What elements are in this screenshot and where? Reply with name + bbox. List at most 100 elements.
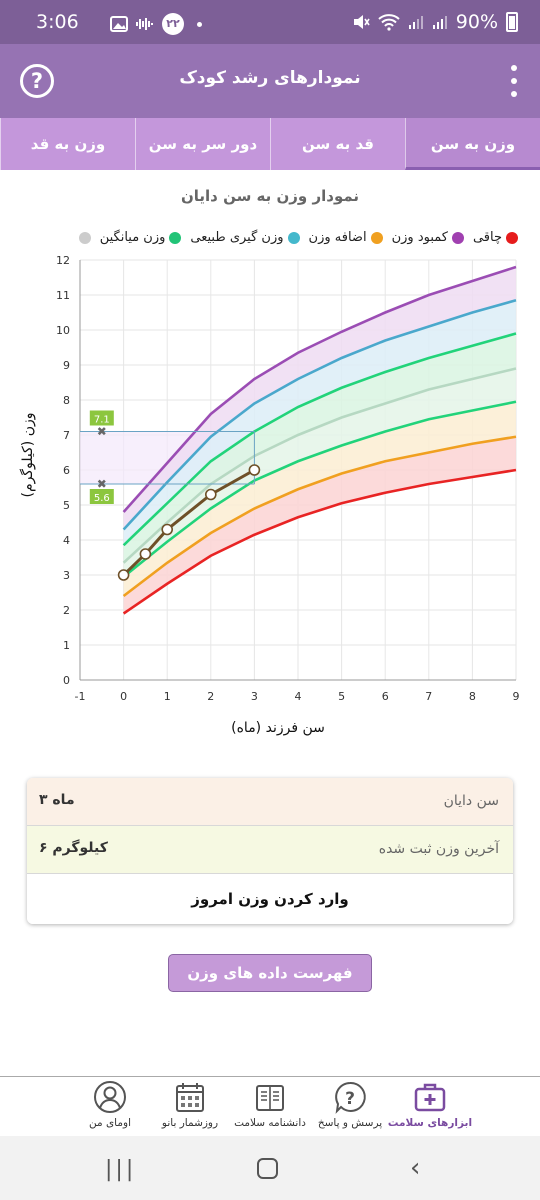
x-tick-label: 8	[469, 690, 476, 703]
gallery-icon	[110, 16, 128, 32]
x-tick-label: 2	[207, 690, 214, 703]
range-label-box	[89, 410, 114, 426]
y-tick-label: 5	[63, 499, 70, 512]
nav-item-health-tools[interactable]: ابزارهای سلامت	[388, 1077, 472, 1137]
y-tick-label: 4	[63, 534, 70, 547]
child-weight-point	[248, 464, 261, 476]
info-card: سن دایان ۳ ماه آخرین وزن ثبت شده ۶ کیلوگ…	[27, 778, 513, 924]
legend-dot	[169, 231, 182, 244]
legend-label: وزن گیری طبیعی	[190, 230, 284, 245]
x-tick-label: 0	[120, 690, 127, 703]
back-button[interactable]: ‹	[410, 1153, 421, 1183]
svg-text:?: ?	[345, 1089, 355, 1109]
chart-tabs: وزن به سن قد به سن دور سر به سن وزن به ق…	[0, 118, 540, 170]
tab-weight-for-height[interactable]: وزن به قد	[0, 118, 135, 170]
system-icons: 90%	[352, 11, 518, 33]
clock: 3:06	[36, 11, 79, 33]
percentile-band	[123, 368, 516, 577]
nav-label: دانشنامه سلامت	[234, 1117, 306, 1129]
legend-label: کمبود وزن	[391, 230, 448, 245]
calendar-icon	[176, 1083, 204, 1112]
child-weight-point	[161, 523, 173, 536]
nav-item-qa[interactable]: ? پرسش و پاسخ	[310, 1077, 390, 1137]
battery-percent: 90%	[455, 11, 498, 33]
profile-icon	[94, 1081, 126, 1113]
range-marker-x: ✖	[97, 477, 107, 491]
percentile-line	[122, 332, 517, 547]
signal-icon	[408, 16, 423, 29]
nav-item-calendar[interactable]: روزشمار بانو	[150, 1077, 230, 1137]
percentile-band	[123, 333, 516, 563]
legend-item-overweight: اضافه وزن	[309, 230, 383, 245]
tab-weight-for-age[interactable]: وزن به سن	[405, 118, 540, 170]
dot-icon	[197, 21, 202, 27]
legend-dot	[506, 231, 518, 244]
status-bar: 3:06 ٢٢ 90%	[0, 0, 540, 44]
tab-head-for-age[interactable]: دور سر به سن	[135, 118, 270, 170]
percentile-band	[123, 436, 516, 614]
home-button[interactable]	[257, 1158, 278, 1179]
y-tick-label: 3	[63, 569, 70, 582]
x-tick-label: 1	[164, 690, 171, 703]
percentile-band	[123, 401, 516, 596]
wifi-icon	[378, 14, 400, 31]
age-row: سن دایان ۳ ماه	[27, 778, 513, 826]
app-bar: ? نمودارهای رشد کودک	[0, 44, 540, 118]
percentile-line	[122, 367, 517, 564]
legend-dot	[287, 231, 300, 244]
notification-icons: ٢٢	[110, 13, 202, 35]
y-tick-label: 0	[63, 674, 70, 687]
page-title: نمودارهای رشد کودک	[179, 68, 361, 88]
age-label: سن دایان	[443, 793, 499, 809]
nav-item-profile[interactable]: اومای من	[70, 1077, 150, 1137]
range-marker-x: ✖	[97, 425, 107, 439]
percentile-band	[123, 267, 516, 530]
legend-dot	[78, 231, 91, 244]
age-value: ۳ ماه	[39, 792, 75, 808]
percentile-line	[122, 468, 517, 615]
nav-label: روزشمار بانو	[161, 1117, 219, 1129]
book-icon	[256, 1085, 284, 1111]
weight-row: آخرین وزن ثبت شده ۶ کیلوگرم	[27, 826, 513, 874]
enter-weight-row[interactable]: وارد کردن وزن امروز	[27, 874, 513, 924]
legend-label: وزن میانگین	[99, 230, 166, 245]
x-tick-label: 4	[295, 690, 302, 703]
audio-wave-icon	[136, 18, 153, 30]
weight-value: ۶ کیلوگرم	[39, 840, 108, 856]
first-aid-kit-icon	[414, 1083, 446, 1112]
legend-item-normal: وزن گیری طبیعی	[190, 230, 300, 245]
y-tick-label: 1	[63, 639, 70, 652]
legend-dot	[451, 231, 464, 244]
x-tick-label: 9	[513, 690, 520, 703]
y-tick-label: 8	[63, 394, 70, 407]
bottom-nav: ابزارهای سلامت ? پرسش و پاسخ دانشنامه سل…	[0, 1076, 540, 1136]
weight-label: آخرین وزن ثبت شده	[378, 841, 499, 857]
chart-title: نمودار وزن به سن دایان	[180, 187, 360, 205]
overflow-menu-icon[interactable]	[510, 65, 518, 97]
recent-apps-button[interactable]: |||	[105, 1157, 137, 1182]
percentile-line	[122, 435, 517, 598]
chart-legend: چاقی کمبود وزن اضافه وزن وزن گیری طبیعی …	[0, 230, 518, 245]
question-bubble-icon: ?	[335, 1081, 366, 1114]
weight-list-button[interactable]: فهرست داده های وزن دایان	[168, 954, 372, 1018]
legend-label: چاقی	[472, 230, 502, 245]
y-tick-label: 12	[56, 254, 70, 267]
nav-label: اومای من	[89, 1117, 131, 1129]
range-label: 7.1	[94, 415, 110, 426]
legend-item-extra	[75, 231, 91, 244]
nav-label: ابزارهای سلامت	[387, 1117, 473, 1129]
legend-item-average: وزن میانگین	[100, 230, 182, 245]
y-tick-label: 6	[63, 464, 70, 477]
child-weight-point	[205, 488, 217, 501]
help-button[interactable]: ?	[20, 64, 54, 98]
tab-height-for-age[interactable]: قد به سن	[270, 118, 405, 170]
child-weight-point	[139, 548, 152, 560]
y-tick-label: 7	[63, 429, 70, 442]
enter-weight-button[interactable]: وارد کردن وزن امروز	[191, 890, 349, 908]
percentile-line	[122, 400, 517, 578]
nav-item-encyclopedia[interactable]: دانشنامه سلامت	[230, 1077, 310, 1137]
percentile-line	[122, 265, 517, 513]
signal-icon-2	[432, 16, 447, 29]
x-tick-label: -1	[75, 690, 86, 703]
